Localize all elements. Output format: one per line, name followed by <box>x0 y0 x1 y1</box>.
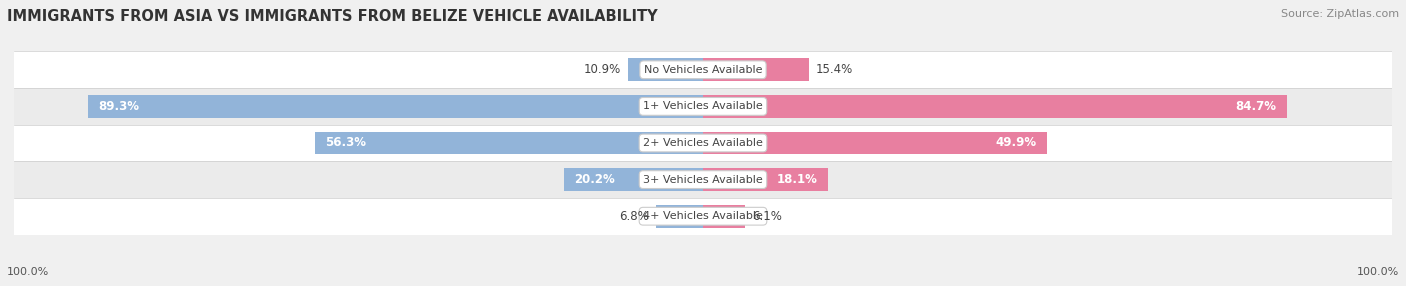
Bar <box>628 58 703 81</box>
Bar <box>703 205 745 228</box>
Bar <box>703 132 1047 154</box>
Text: 6.1%: 6.1% <box>752 210 782 223</box>
Bar <box>657 205 703 228</box>
Bar <box>14 88 1392 125</box>
Text: Source: ZipAtlas.com: Source: ZipAtlas.com <box>1281 9 1399 19</box>
Bar <box>315 132 703 154</box>
Bar <box>87 95 703 118</box>
Text: 15.4%: 15.4% <box>815 63 853 76</box>
Bar <box>14 125 1392 161</box>
Text: 20.2%: 20.2% <box>574 173 614 186</box>
Text: 6.8%: 6.8% <box>620 210 650 223</box>
Bar <box>14 51 1392 88</box>
Bar <box>703 168 828 191</box>
Text: 56.3%: 56.3% <box>325 136 367 150</box>
Bar <box>564 168 703 191</box>
Bar <box>703 58 808 81</box>
Text: 89.3%: 89.3% <box>98 100 139 113</box>
Text: 18.1%: 18.1% <box>776 173 817 186</box>
Text: 100.0%: 100.0% <box>7 267 49 277</box>
Text: 10.9%: 10.9% <box>583 63 621 76</box>
Bar <box>14 198 1392 235</box>
Text: 2+ Vehicles Available: 2+ Vehicles Available <box>643 138 763 148</box>
Text: 49.9%: 49.9% <box>995 136 1036 150</box>
Text: IMMIGRANTS FROM ASIA VS IMMIGRANTS FROM BELIZE VEHICLE AVAILABILITY: IMMIGRANTS FROM ASIA VS IMMIGRANTS FROM … <box>7 9 658 23</box>
Text: No Vehicles Available: No Vehicles Available <box>644 65 762 75</box>
Text: 4+ Vehicles Available: 4+ Vehicles Available <box>643 211 763 221</box>
Bar <box>14 161 1392 198</box>
Text: 100.0%: 100.0% <box>1357 267 1399 277</box>
Bar <box>703 95 1286 118</box>
Text: 1+ Vehicles Available: 1+ Vehicles Available <box>643 102 763 111</box>
Text: 84.7%: 84.7% <box>1236 100 1277 113</box>
Text: 3+ Vehicles Available: 3+ Vehicles Available <box>643 175 763 184</box>
